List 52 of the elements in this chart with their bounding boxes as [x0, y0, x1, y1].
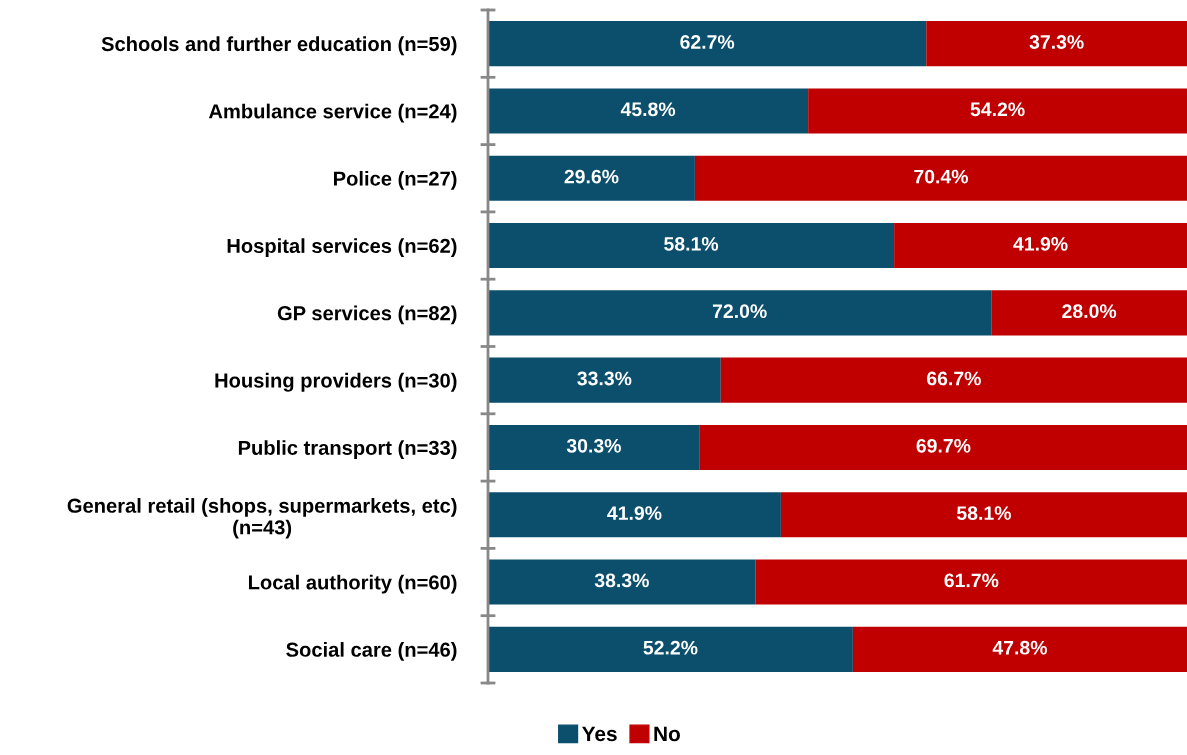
data-label: 38.3%	[594, 573, 649, 588]
data-label: 72.0%	[712, 304, 767, 319]
y-tick-label: GP services (n=82)	[277, 305, 457, 325]
bar	[894, 223, 1187, 269]
bar	[991, 290, 1187, 336]
data-label: 52.2%	[643, 640, 698, 655]
bar	[488, 626, 853, 672]
bar	[852, 626, 1187, 672]
data-label: 70.4%	[914, 169, 969, 184]
data-label: 47.8%	[992, 640, 1047, 655]
legend-label: Yes	[582, 726, 617, 742]
data-label: 29.6%	[564, 169, 619, 184]
bar	[488, 21, 927, 67]
data-label: 61.7%	[944, 573, 999, 588]
bar	[488, 155, 695, 201]
data-label: 28.0%	[1062, 304, 1117, 319]
data-label: 33.3%	[577, 371, 632, 386]
y-tick-label: General retail (shops, supermarkets, etc) (n=43)	[67, 498, 457, 539]
data-label: 62.7%	[680, 35, 735, 49]
data-label: 58.1%	[956, 506, 1011, 520]
data-label: 37.3%	[1029, 35, 1084, 49]
bar	[488, 357, 721, 403]
bar	[488, 559, 756, 605]
bar	[699, 424, 1187, 470]
data-label: 66.7%	[927, 371, 981, 386]
y-tick-label: Ambulance service (n=24)	[208, 103, 457, 123]
y-tick-label: Schools and further education (n=59)	[101, 36, 457, 56]
legend-label: No	[654, 726, 680, 742]
bar	[780, 492, 1187, 538]
y-tick-label: Housing providers (n=30)	[215, 372, 457, 392]
y-tick-label: Local authority (n=60)	[248, 574, 457, 594]
data-label: 54.2%	[970, 102, 1025, 117]
data-label: 58.1%	[664, 237, 719, 251]
data-label: 69.7%	[916, 438, 971, 453]
y-tick-label: Public transport (n=33)	[238, 440, 457, 459]
data-label: 41.9%	[607, 506, 662, 520]
bar	[488, 492, 781, 538]
y-tick-label: Police (n=27)	[334, 170, 457, 190]
data-label: 45.8%	[620, 102, 676, 117]
bar	[694, 155, 1187, 201]
y-tick-label: Hospital services (n=62)	[227, 238, 457, 258]
bar	[755, 559, 1187, 605]
bar	[488, 290, 992, 336]
bar	[488, 223, 895, 269]
bar	[488, 424, 700, 470]
bar	[720, 357, 1187, 403]
data-label: 30.3%	[566, 438, 621, 453]
data-label: 41.9%	[1013, 237, 1068, 251]
bar	[926, 21, 1187, 67]
bar	[808, 88, 1187, 134]
bar	[488, 88, 809, 134]
y-tick-label: Social care (n=46)	[286, 642, 457, 661]
